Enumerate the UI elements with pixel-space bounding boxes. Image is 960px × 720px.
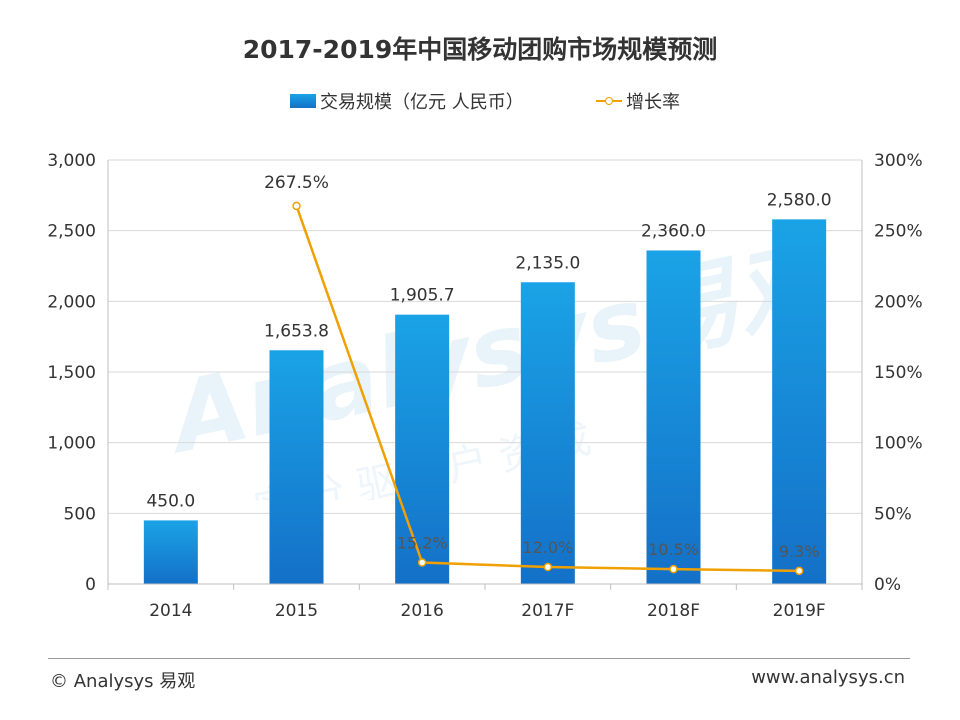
growth-point [669, 564, 678, 574]
bar-value-label: 1,653.8 [264, 321, 329, 341]
legend-bar-swatch [290, 94, 316, 108]
y-tick-label: 1,000 [47, 434, 96, 454]
y-tick-label: 0 [85, 575, 96, 595]
x-tick-label: 2018F [647, 601, 700, 621]
legend-item-line: 增长率 [596, 88, 680, 114]
x-tick-label: 2019F [773, 601, 826, 621]
growth-value-label: 12.0% [522, 538, 573, 557]
growth-value-label: 9.3% [779, 542, 820, 561]
y-tick-label: 1,500 [47, 363, 96, 383]
x-tick-label: 2016 [401, 601, 444, 621]
chart-title: 2017-2019年中国移动团购市场规模预测 [242, 35, 718, 64]
x-tick-label: 2014 [149, 601, 192, 621]
x-tick-label: 2015 [275, 601, 318, 621]
bar-value-label: 2,580.0 [767, 190, 832, 210]
y2-tick-label: 0% [874, 575, 901, 595]
bar-value-label: 2,360.0 [641, 221, 706, 241]
y2-tick-label: 50% [874, 504, 912, 524]
bar [269, 350, 324, 584]
growth-point [794, 566, 804, 576]
bar-value-label: 450.0 [146, 491, 195, 511]
data-labels: 450.0 1,653.8 1,905.7 2,135.0 2,360.0 2,580.0… [146, 173, 831, 561]
gridlines [108, 159, 862, 514]
legend-item-bar: 交易规模（亿元 人民币） [290, 88, 524, 114]
legend-bar-label: 交易规模（亿元 人民币） [320, 92, 524, 113]
y-tick-label: 500 [64, 504, 96, 524]
growth-point [543, 562, 553, 572]
footer-divider [48, 658, 910, 659]
y2-tick-label: 100% [874, 434, 923, 454]
growth-point [292, 201, 301, 211]
axes: 0 0% 500 50% 1,000 100% 1,500 150% 2,000 200% 2,50… [47, 151, 922, 621]
y-tick-label: 2,000 [47, 292, 96, 312]
bar [646, 250, 701, 584]
footer-url[interactable]: www.analysys.cn [751, 667, 905, 688]
y2-tick-label: 250% [874, 222, 923, 242]
y2-tick-label: 200% [874, 292, 923, 312]
legend-line-swatch [596, 94, 622, 108]
bar-value-label: 2,135.0 [515, 253, 580, 273]
footer-copyright: © Analysys 易观 [50, 671, 196, 692]
y-tick-label: 3,000 [47, 151, 96, 171]
legend: 交易规模（亿元 人民币） 增长率 [0, 88, 960, 114]
bars [143, 219, 827, 585]
growth-value-label: 10.5% [648, 540, 699, 559]
bar [395, 314, 450, 584]
y2-tick-label: 300% [874, 151, 923, 171]
growth-point [417, 558, 427, 567]
x-tick-label: 2017F [521, 601, 574, 621]
growth-line [292, 201, 804, 576]
bar [772, 219, 827, 585]
growth-value-label: 267.5% [264, 173, 329, 193]
y-tick-label: 2,500 [47, 222, 96, 242]
bar-value-label: 1,905.7 [390, 286, 455, 306]
legend-line-label: 增长率 [626, 92, 680, 113]
growth-value-label: 15.2% [397, 534, 448, 553]
bar [520, 282, 575, 584]
y2-tick-label: 150% [874, 363, 923, 383]
bar [143, 520, 198, 584]
